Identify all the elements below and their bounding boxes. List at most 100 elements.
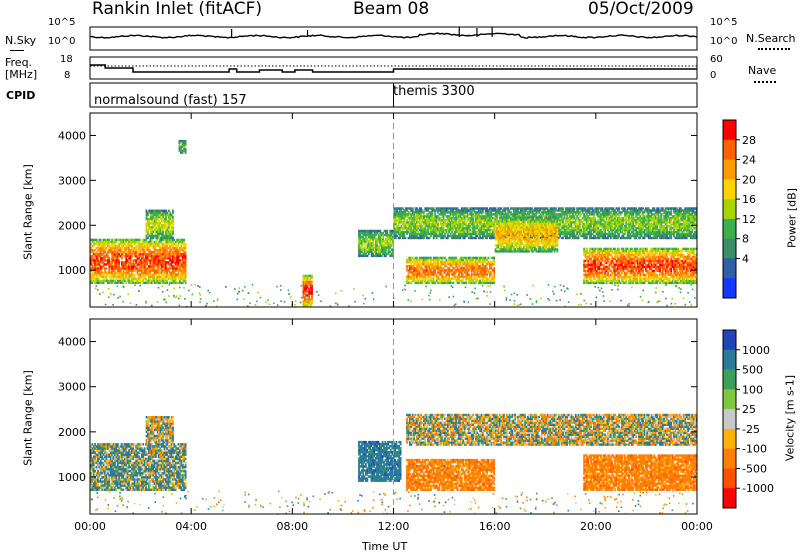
power-cell	[128, 246, 130, 250]
power-cell	[396, 209, 399, 212]
power-cell	[92, 265, 95, 268]
power-cell	[466, 213, 469, 216]
power-cell	[173, 273, 176, 276]
power-cell	[372, 229, 375, 233]
power-cell	[111, 238, 113, 242]
power-cell	[458, 227, 460, 230]
power-cell	[435, 230, 438, 234]
power-cell	[401, 227, 404, 230]
power-cell	[305, 282, 308, 285]
power-cell	[432, 221, 435, 224]
power-cell	[385, 233, 387, 237]
power-cell	[145, 259, 147, 262]
power-cell	[459, 223, 462, 226]
power-cell	[375, 238, 377, 241]
power-cell	[95, 271, 98, 274]
power-cell	[420, 236, 422, 240]
power-cell	[479, 227, 481, 230]
power-cell	[476, 217, 479, 220]
power-cell	[153, 275, 156, 278]
power-cell	[468, 219, 470, 222]
power-cell	[418, 232, 421, 236]
power-cell	[455, 215, 458, 218]
power-cell	[112, 275, 115, 278]
power-cell	[480, 230, 483, 234]
power-cell	[95, 273, 98, 276]
power-cell	[107, 253, 109, 256]
power-cell	[453, 230, 456, 234]
power-cell	[108, 275, 111, 278]
power-cell	[140, 259, 143, 262]
power-cell	[98, 281, 101, 284]
power-cell	[490, 236, 493, 240]
power-cell	[145, 271, 147, 274]
power-cell	[151, 217, 153, 221]
power-cell	[451, 209, 453, 212]
power-cell	[379, 248, 382, 251]
power-cell	[177, 259, 180, 262]
power-cell	[118, 271, 121, 274]
power-cell	[160, 217, 163, 221]
power-cell	[164, 263, 167, 266]
power-cell	[129, 242, 132, 246]
power-cell	[95, 246, 98, 250]
power-cell	[425, 209, 428, 212]
power-cell	[156, 257, 159, 260]
power-cell	[442, 207, 445, 210]
power-cell	[131, 255, 133, 258]
power-cell	[369, 244, 372, 247]
power-cell	[147, 255, 150, 258]
power-cell	[401, 230, 404, 234]
power-cell	[372, 246, 375, 249]
power-cell	[477, 230, 480, 234]
power-cell	[425, 225, 428, 228]
power-cell	[369, 242, 372, 245]
power-cell	[105, 242, 108, 246]
power-cell	[442, 211, 445, 214]
power-cell	[118, 265, 121, 268]
power-cell	[483, 219, 486, 222]
power-cell	[311, 300, 313, 303]
power-cell	[302, 300, 305, 303]
power-cell	[379, 233, 382, 237]
power-cell	[166, 234, 169, 238]
power-cell	[387, 242, 390, 245]
power-cell	[163, 220, 166, 223]
power-cell	[122, 271, 125, 274]
power-cell	[142, 246, 145, 250]
power-cell	[173, 248, 176, 252]
power-cell	[494, 209, 497, 212]
power-cell	[470, 232, 473, 236]
power-cell	[489, 234, 491, 238]
power-cell	[121, 242, 123, 246]
power-cell	[177, 275, 180, 278]
power-cell	[480, 209, 483, 212]
power-cell	[111, 251, 113, 254]
power-cell	[149, 271, 152, 274]
power-cell	[437, 207, 439, 210]
power-cell	[411, 219, 414, 222]
cpid-mode-2: themis 3300	[393, 84, 475, 99]
power-cell	[150, 251, 153, 254]
power-cell	[169, 257, 171, 260]
power-cell	[121, 265, 123, 268]
power-cell	[183, 139, 185, 143]
power-cell	[441, 223, 444, 226]
power-cell	[377, 233, 380, 237]
power-cell	[394, 228, 397, 232]
power-cell	[157, 257, 160, 260]
power-cell	[90, 273, 92, 276]
power-cell	[496, 223, 498, 226]
power-cell	[91, 244, 94, 248]
power-cell	[173, 246, 176, 250]
power-cell	[140, 253, 143, 256]
power-cell	[177, 267, 180, 270]
power-cell	[112, 277, 115, 280]
power-cell	[465, 209, 467, 212]
power-cell	[152, 226, 155, 229]
power-cell	[128, 255, 130, 258]
power-cell	[303, 304, 306, 307]
power-cell	[459, 227, 462, 230]
power-cell	[480, 211, 483, 214]
power-cell	[154, 220, 156, 223]
